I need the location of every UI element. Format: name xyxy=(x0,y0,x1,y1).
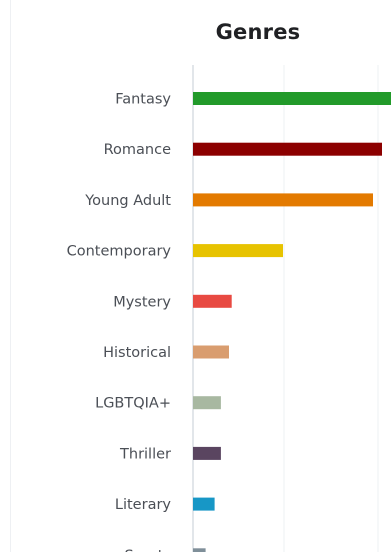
category-label-thriller: Thriller xyxy=(119,446,171,462)
bar-literary xyxy=(193,497,215,511)
bar-contemporary xyxy=(193,244,283,258)
category-label-historical: Historical xyxy=(103,345,171,361)
bar-sports xyxy=(193,548,206,552)
category-label-mystery: Mystery xyxy=(113,294,171,310)
bar-historical xyxy=(193,345,229,359)
bar-young-adult xyxy=(193,193,373,207)
bar-romance xyxy=(193,142,382,156)
bar-mystery xyxy=(193,294,232,308)
chart-title: Genres xyxy=(215,20,301,44)
left-border-line xyxy=(10,0,11,552)
category-label-young-adult: Young Adult xyxy=(84,193,171,209)
category-label-fantasy: Fantasy xyxy=(115,92,171,108)
category-label-literary: Literary xyxy=(115,497,172,513)
bar-thriller xyxy=(193,446,221,460)
category-label-contemporary: Contemporary xyxy=(67,244,172,260)
category-label-lgbtqia: LGBTQIA+ xyxy=(95,396,171,412)
category-label-romance: Romance xyxy=(104,142,171,158)
bar-lgbtqia xyxy=(193,396,221,410)
category-label-sports: Sports xyxy=(125,548,171,552)
bar-fantasy xyxy=(193,92,391,105)
